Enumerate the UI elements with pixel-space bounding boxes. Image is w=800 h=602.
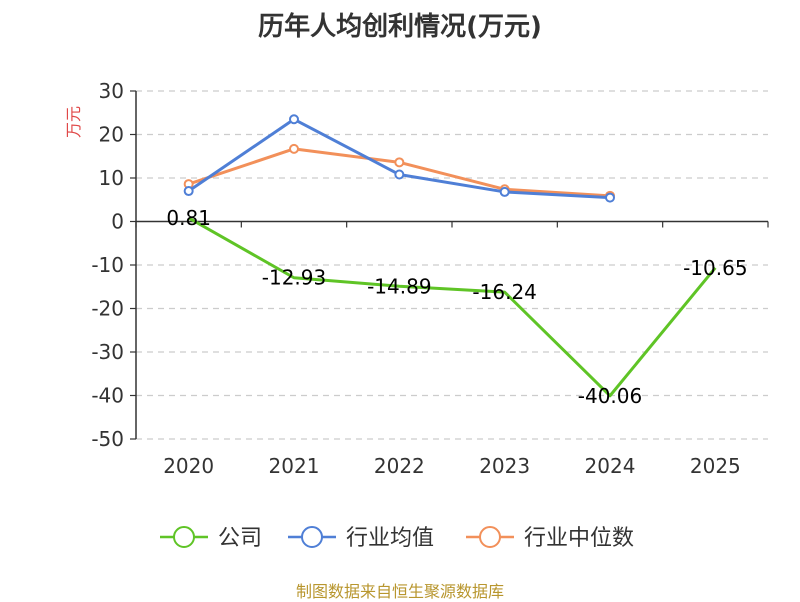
chart-title: 历年人均创利情况(万元): [258, 12, 542, 42]
x-tick-label: 2023: [479, 454, 530, 478]
data-label: 0.81: [166, 206, 211, 230]
series-point: [289, 114, 299, 125]
data-label: -12.93: [262, 266, 326, 290]
y-tick-label: -30: [91, 340, 124, 364]
x-tick-label: 2025: [690, 454, 741, 478]
legend-swatch-marker[interactable]: [173, 526, 195, 548]
y-tick-label: 20: [99, 123, 124, 147]
legend-swatch-marker[interactable]: [479, 526, 501, 548]
legend-label[interactable]: 公司: [218, 526, 262, 551]
series-point: [289, 143, 299, 154]
data-label: -40.06: [578, 384, 642, 408]
data-label: -10.65: [683, 256, 747, 280]
y-tick-label: 30: [99, 79, 124, 103]
series-point: [499, 186, 510, 197]
data-label: -16.24: [472, 280, 536, 304]
x-tick-label: 2024: [585, 454, 636, 478]
x-tick-label: 2021: [269, 454, 320, 478]
y-tick-label: -10: [91, 253, 124, 277]
y-tick-label: -20: [91, 297, 124, 321]
data-label: -14.89: [367, 274, 431, 298]
data-labels: 0.81 -12.93 -14.89 -16.24 -40.06 -10.65: [166, 206, 747, 408]
series-lines: [183, 114, 717, 398]
legend[interactable]: 公司 行业均值 行业中位数: [160, 526, 634, 551]
series-line: [187, 216, 717, 398]
series-point: [394, 157, 405, 168]
series-point: [183, 186, 194, 197]
grid-lines: [136, 90, 768, 440]
source-note: 制图数据来自恒生聚源数据库: [295, 582, 504, 601]
legend-swatch-marker[interactable]: [301, 526, 323, 548]
axes: 30 20 10 0 -10 -20 -30 -40 -50 2020 2021 2022 2023 20…: [91, 79, 769, 478]
x-tick-label: 2022: [374, 454, 425, 478]
y-axis-label: 万元: [64, 106, 83, 138]
y-tick-label: -40: [91, 384, 124, 408]
series-point: [394, 169, 405, 180]
y-tick-label: 10: [99, 166, 124, 190]
y-tick-label: 0: [111, 210, 124, 234]
y-tick-label: -50: [91, 427, 124, 451]
legend-label[interactable]: 行业均值: [346, 526, 434, 551]
series-point: [605, 192, 615, 203]
legend-label[interactable]: 行业中位数: [524, 526, 634, 551]
x-tick-label: 2020: [163, 454, 214, 478]
